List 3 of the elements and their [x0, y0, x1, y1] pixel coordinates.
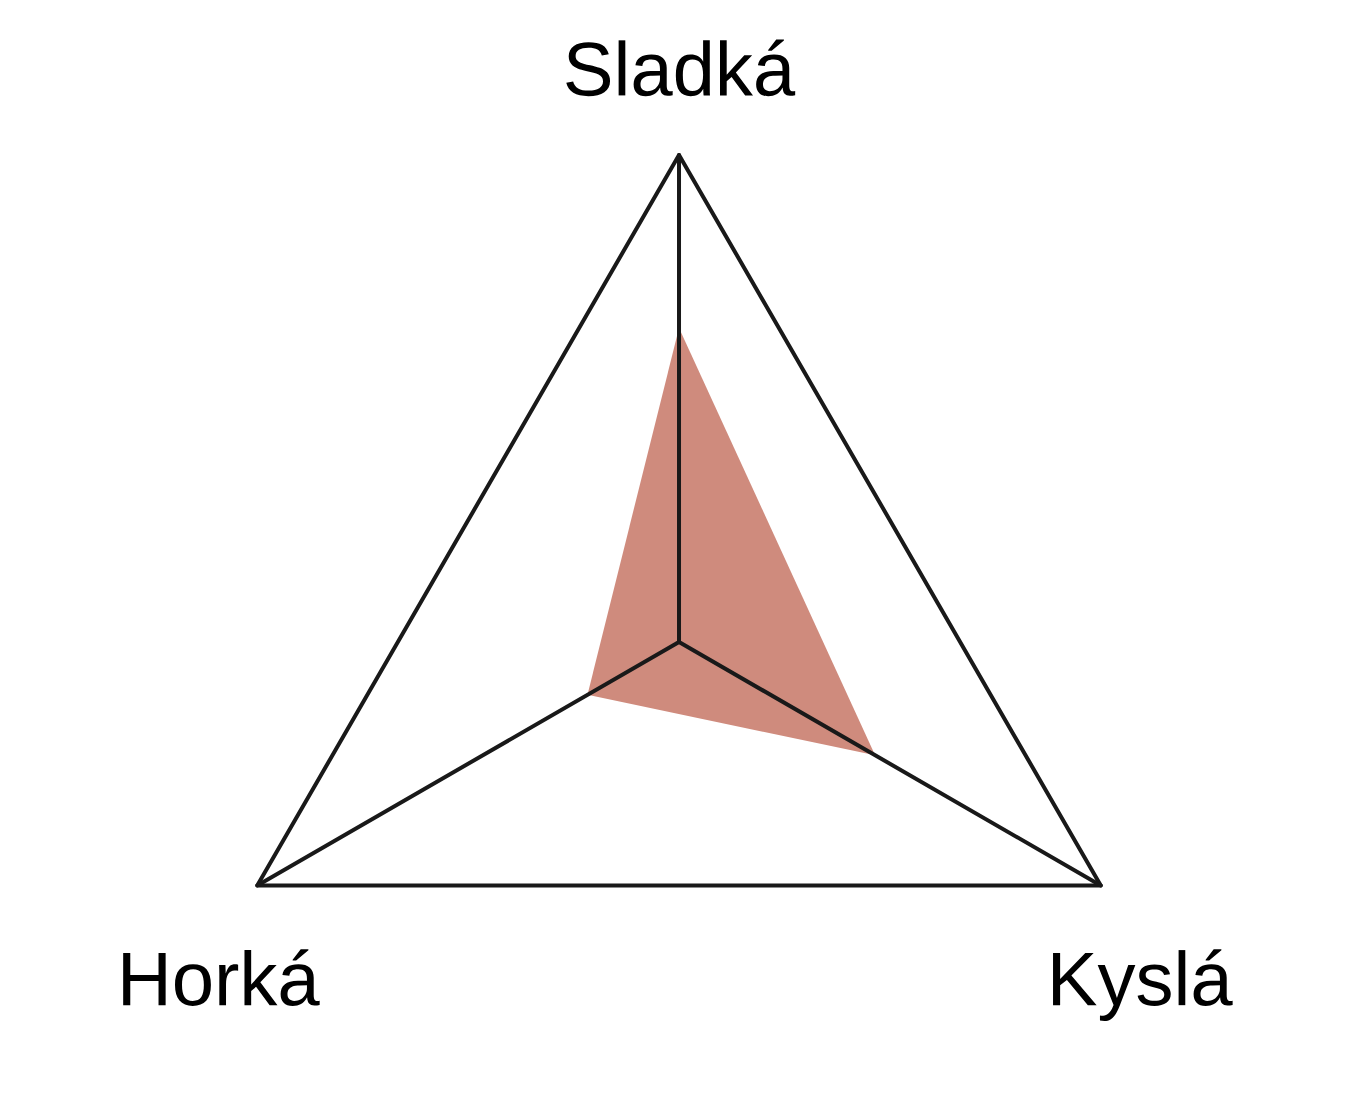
spoke-label: Horká — [123, 949, 320, 1006]
spoke-label: Sladká — [566, 39, 796, 97]
spoke-label: Kyslá — [1053, 949, 1233, 1021]
